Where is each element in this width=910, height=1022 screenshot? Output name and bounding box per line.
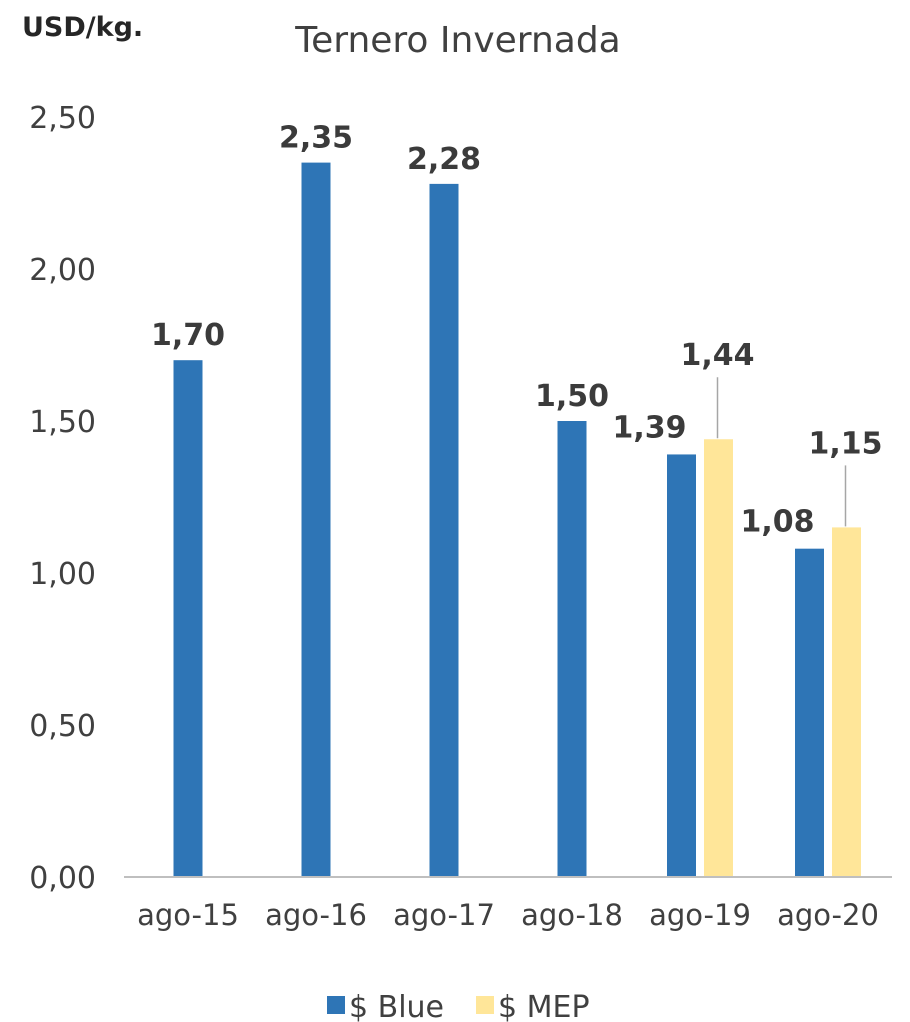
y-unit-label: USD/kg.	[22, 12, 143, 43]
data-label-blue: 2,28	[407, 142, 481, 177]
data-label-blue: 2,35	[279, 121, 353, 156]
data-label-blue: 1,39	[612, 410, 686, 445]
y-axis-ticks: 0,00 0,50 1,00 1,50 2,00 2,50	[29, 101, 96, 896]
y-tick-label: 0,00	[29, 861, 96, 896]
data-label-blue: 1,50	[535, 379, 609, 414]
legend-swatch	[476, 996, 494, 1014]
chart-title: Ternero Invernada	[294, 20, 620, 61]
data-label-mep: 1,15	[808, 426, 882, 461]
y-tick-label: 1,50	[29, 405, 96, 440]
y-tick-label: 2,00	[29, 253, 96, 288]
y-tick-label: 1,00	[29, 557, 96, 592]
bar-blue	[795, 548, 824, 877]
x-category-label: ago-17	[393, 898, 495, 932]
bars	[173, 162, 861, 878]
data-label-mep: 1,44	[680, 338, 754, 373]
x-category-label: ago-16	[265, 898, 367, 932]
x-category-label: ago-20	[777, 898, 879, 932]
data-labels: 1,70 2,35 2,28 1,501,39 1,44 1,08 1,15	[151, 121, 883, 540]
legend-label: $ Blue	[349, 990, 444, 1022]
bar-mep	[704, 439, 733, 877]
y-tick-label: 0,50	[29, 709, 96, 744]
data-label-blue: 1,08	[740, 505, 814, 540]
bar-blue	[173, 360, 203, 877]
legend-label: $ MEP	[498, 990, 590, 1022]
data-label-blue: 1,70	[151, 318, 225, 353]
x-category-label: ago-18	[521, 898, 623, 932]
x-category-label: ago-19	[649, 898, 751, 932]
x-axis-categories: ago-15 ago-16 ago-17 ago-18 ago-19 ago-20	[137, 898, 879, 932]
bar-blue	[429, 183, 459, 877]
legend: $ Blue $ MEP	[327, 990, 590, 1022]
bar-blue	[557, 421, 587, 877]
x-category-label: ago-15	[137, 898, 239, 932]
bar-mep	[832, 527, 861, 877]
bar-blue	[667, 454, 696, 877]
legend-swatch	[327, 996, 345, 1014]
y-tick-label: 2,50	[29, 101, 96, 136]
bar-blue	[301, 162, 331, 878]
